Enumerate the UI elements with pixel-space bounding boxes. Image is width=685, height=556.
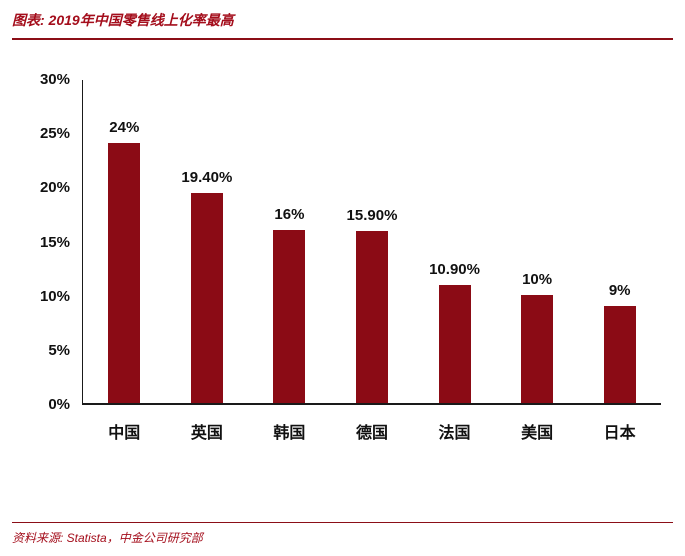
chart-header: 图表: 2019年中国零售线上化率最高 [12,10,673,40]
bar-value-label: 10% [522,270,553,288]
y-tick-label: 0% [48,396,70,413]
bar [355,230,388,403]
x-category-label: 日本 [603,425,636,442]
bar-cell: 24% [84,119,164,403]
bar-cell: 9% [580,281,660,403]
x-category-label: 中国 [108,425,141,442]
source-footer: 资料来源: Statista，中金公司研究部 [12,522,673,546]
source-text: 资料来源: Statista，中金公司研究部 [12,531,203,545]
y-tick-label: 25% [39,125,70,143]
bar-cell: 16% [249,206,329,403]
bar-value-label: 9% [608,281,631,299]
bar-cell: 10% [497,271,577,403]
bar [438,284,471,403]
bar [108,143,141,403]
bar [190,192,223,403]
bar [603,305,636,403]
y-tick-label: 30% [39,71,70,88]
y-tick-label: 10% [39,287,70,305]
bar-value-label: 15.90% [346,206,398,224]
bar-value-label: 24% [109,119,140,136]
bar [273,229,306,403]
x-category-label: 韩国 [273,425,306,442]
bar-cell: 19.40% [167,169,247,403]
plot-area: 30% 25% 20% 15% 10% 5% 0% 24% 19.40% 16% 15.90% 10… [20,71,661,413]
y-tick-label: 5% [48,341,70,359]
chart-title: 图表: 2019年中国零售线上化率最高 [12,12,234,28]
bar-value-label: 19.40% [181,168,233,186]
x-category-label: 法国 [438,425,471,442]
x-axis-labels: 中国 英国 韩国 德国 法国 美国 日本 [83,405,661,443]
bar [521,294,554,403]
y-axis: 30% 25% 20% 15% 10% 5% 0% [20,71,82,413]
x-category-label: 英国 [190,425,223,442]
bars-container: 24% 19.40% 16% 15.90% 10.90% 10% 9% [82,80,661,405]
y-tick-label: 20% [39,179,70,197]
y-tick-label: 15% [39,233,70,251]
bar-chart: 30% 25% 20% 15% 10% 5% 0% 24% 19.40% 16% 15.90% 10… [20,71,661,443]
x-category-label: 德国 [355,425,388,442]
bar-value-label: 10.90% [429,260,480,278]
x-category-label: 美国 [521,425,554,442]
bar-cell: 10.90% [415,261,495,403]
bar-value-label: 16% [274,205,305,223]
bar-cell: 15.90% [332,207,412,403]
